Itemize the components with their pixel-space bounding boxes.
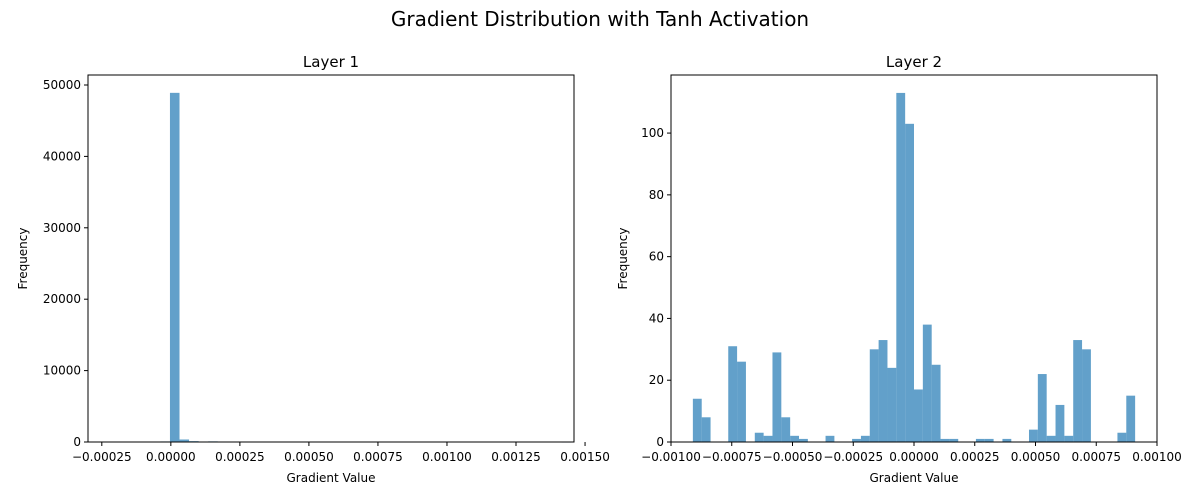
histogram-bar [701,417,711,442]
histogram-bar [869,349,879,442]
x-tick-label: 0.00150 [560,450,610,464]
histogram-bar [772,352,782,442]
histogram-bar [825,435,835,442]
x-tick-label: 0.00050 [1011,450,1061,464]
histogram-bar [975,438,985,442]
y-tick-label: 20000 [43,292,81,306]
x-tick-label: 0.00025 [215,450,265,464]
histogram-bar [179,439,190,442]
histogram-bar [905,123,914,443]
y-tick-label: 30000 [43,221,81,235]
histogram-bar [878,340,888,442]
x-tick-label: 0.00075 [353,450,403,464]
histogram-bar [1002,438,1012,442]
y-tick-label: 0 [656,435,664,449]
panel-title: Layer 1 [303,53,359,71]
figure-suptitle: Gradient Distribution with Tanh Activati… [391,7,809,31]
x-tick-label: −0.00075 [702,450,762,464]
x-tick-label: 0.00000 [146,450,196,464]
histogram-bar [1064,435,1074,442]
histogram-bar [940,438,950,442]
histogram-bar [852,438,861,442]
histogram-bar [949,438,959,442]
y-tick-label: 0 [73,435,81,449]
x-tick-label: 0.00100 [1132,450,1182,464]
histogram-bar [1117,432,1127,442]
y-tick-label: 40 [649,311,664,325]
x-tick-label: 0.00100 [422,450,472,464]
histogram-bar [790,435,800,442]
y-tick-label: 80 [649,188,664,202]
panel-1: −0.00025 0.00000 0.00025 0.00050 0.00075 0.00… [16,53,610,485]
x-tick-label: −0.00100 [641,450,701,464]
histogram-bars [93,92,572,443]
histogram-bar [984,438,994,442]
y-tick-label: 10000 [43,364,81,378]
x-tick-label: −0.00025 [72,450,132,464]
histogram-bars [692,92,1136,443]
histogram-bar [754,432,764,442]
x-tick-label: 0.00075 [1071,450,1121,464]
axes-frame [87,74,575,443]
histogram-bar [781,417,791,442]
panel-title: Layer 2 [886,53,942,71]
y-axis-label: Frequency [16,228,30,290]
y-axis-label: Frequency [616,228,630,290]
x-tick-label: 0.00125 [491,450,541,464]
x-tick-label: −0.00050 [763,450,823,464]
histogram-bar [931,364,941,442]
x-tick-label: −0.00025 [823,450,883,464]
histogram-bar [1073,340,1083,442]
y-tick-label: 60 [649,250,664,264]
histogram-bar [860,435,870,442]
y-tick-label: 40000 [43,149,81,163]
x-tick-label: 0.00050 [284,450,334,464]
histogram-bar [763,435,773,442]
histogram-bar [1028,429,1038,442]
histogram-bar [169,92,180,443]
histogram-bar [799,438,808,442]
x-axis-label: Gradient Value [287,471,376,485]
histogram-bar [914,389,923,442]
x-tick-label: 0.00000 [889,450,939,464]
histogram-bar [1037,374,1047,442]
x-axis-label: Gradient Value [870,471,959,485]
histogram-bar [1082,349,1091,442]
histogram-bar [737,361,746,442]
histogram-bar [1126,395,1136,442]
x-tick-label: 0.00025 [950,450,1000,464]
y-tick-label: 20 [649,373,664,387]
panel-2: −0.00100 −0.00075 −0.00050 −0.00025 0.00000 0… [616,53,1182,485]
histogram-bar [692,398,702,442]
histogram-bar [896,92,906,442]
histogram-bar [728,346,738,442]
histogram-bar [1046,435,1056,442]
y-tick-label: 50000 [43,78,81,92]
histogram-bar [1055,404,1065,442]
histogram-bar [887,367,897,442]
y-tick-label: 100 [641,126,664,140]
histogram-bar [922,324,932,442]
